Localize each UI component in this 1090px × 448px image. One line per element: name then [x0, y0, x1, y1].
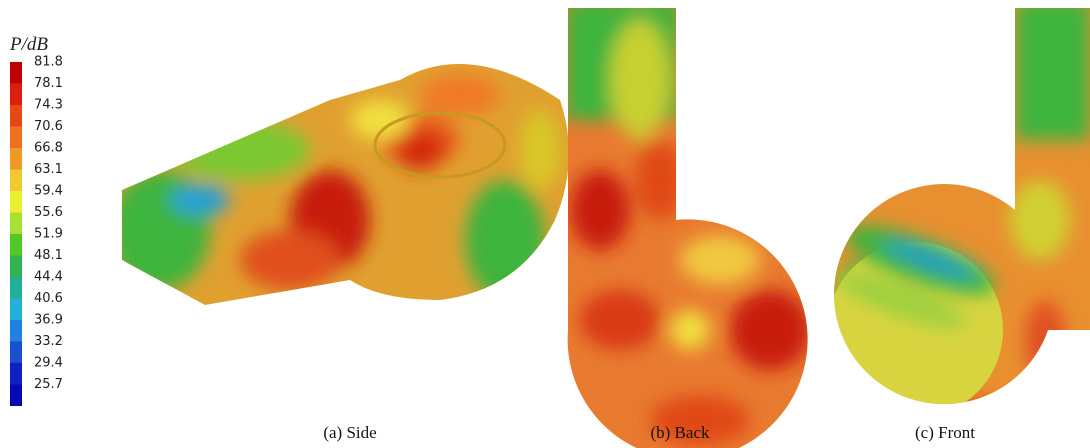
- color-swatch: [10, 298, 22, 320]
- caption: (c) Front: [915, 423, 975, 442]
- colorbar: 81.8 78.1 74.3 70.6 66.8 63.1 59.4 55.6 51.9 48.1…: [10, 55, 63, 406]
- level-label: 78.1: [34, 76, 63, 91]
- color-swatch: [10, 320, 22, 342]
- color-swatch: [10, 363, 22, 385]
- color-swatch: [10, 62, 22, 84]
- level-label: 36.9: [34, 313, 63, 328]
- color-swatch: [10, 212, 22, 234]
- level-label: 44.4: [34, 270, 63, 285]
- color-swatch: [10, 191, 22, 213]
- level-label: 25.7: [34, 377, 63, 392]
- color-swatch: [10, 83, 22, 105]
- level-label: 55.6: [34, 205, 63, 220]
- back-view: [567, 8, 808, 448]
- color-swatch: [10, 169, 22, 191]
- color-swatch: [10, 148, 22, 170]
- level-label: 40.6: [34, 291, 63, 306]
- level-label: 51.9: [34, 227, 63, 242]
- color-swatch: [10, 384, 22, 406]
- color-swatch: [10, 234, 22, 256]
- level-label: 29.4: [34, 356, 63, 371]
- front-view: [834, 8, 1090, 405]
- color-swatch: [10, 341, 22, 363]
- caption: (b) Back: [650, 423, 710, 442]
- level-label: 33.2: [34, 334, 63, 349]
- level-label: 74.3: [34, 98, 63, 113]
- color-swatch: [10, 126, 22, 148]
- level-label: 48.1: [34, 248, 63, 263]
- color-swatch: [10, 277, 22, 299]
- side-view: [122, 64, 569, 305]
- level-label: 63.1: [34, 162, 63, 177]
- legend-title: P/dB: [9, 34, 48, 55]
- level-label: 70.6: [34, 119, 63, 134]
- level-label: 81.8: [34, 55, 63, 70]
- caption: (a) Side: [323, 423, 376, 442]
- level-label: 66.8: [34, 141, 63, 156]
- color-swatch: [10, 255, 22, 277]
- level-label: 59.4: [34, 184, 63, 199]
- color-swatch: [10, 105, 22, 127]
